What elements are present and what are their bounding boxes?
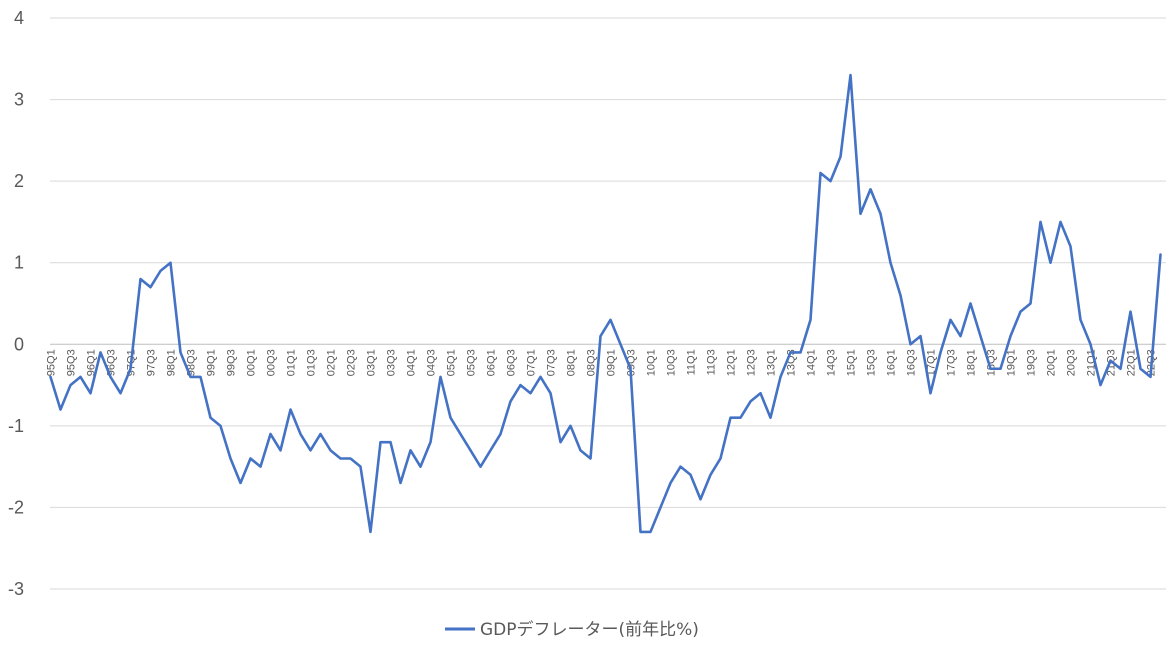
- legend: GDPデフレーター(前年比%): [445, 619, 699, 640]
- x-tick-label: 95Q1: [46, 349, 58, 376]
- x-tick-label: 16Q3: [906, 349, 918, 376]
- x-tick-label: 99Q1: [206, 349, 218, 376]
- series-layer: [49, 73, 1162, 534]
- x-tick-label: 15Q3: [866, 349, 878, 376]
- x-tick-label: 19Q3: [1026, 349, 1038, 376]
- x-tick-label: 02Q3: [346, 349, 358, 376]
- x-tick-label: 22Q1: [1126, 349, 1138, 376]
- x-tick-label: 04Q1: [406, 349, 418, 376]
- x-tick-label: 07Q3: [546, 349, 558, 376]
- y-tick-label: 4: [14, 8, 24, 28]
- y-axis-tick-labels: 4 3 2 1 0 -1 -2 -3: [8, 8, 24, 599]
- x-tick-label: 14Q1: [806, 349, 818, 376]
- x-tick-label: 20Q3: [1066, 349, 1078, 376]
- gridlines: [50, 17, 1166, 590]
- x-tick-label: 03Q1: [366, 349, 378, 376]
- x-tick-label: 19Q1: [1006, 349, 1018, 376]
- x-tick-label: 09Q3: [626, 349, 638, 376]
- x-tick-label: 10Q1: [646, 349, 658, 376]
- series-line-gdp-deflator: [49, 73, 1162, 534]
- x-tick-label: 16Q1: [886, 349, 898, 376]
- x-tick-label: 04Q3: [426, 349, 438, 376]
- x-tick-label: 99Q3: [226, 349, 238, 376]
- y-tick-label: 0: [14, 334, 24, 354]
- legend-label: GDPデフレーター(前年比%): [480, 619, 699, 640]
- x-tick-label: 05Q3: [466, 349, 478, 376]
- x-tick-label: 01Q1: [286, 349, 298, 376]
- x-tick-label: 20Q1: [1046, 349, 1058, 376]
- y-tick-label: -3: [8, 579, 24, 599]
- y-tick-label: 1: [14, 253, 24, 273]
- x-tick-label: 10Q3: [666, 349, 678, 376]
- x-tick-label: 08Q1: [566, 349, 578, 376]
- x-tick-label: 97Q3: [146, 349, 158, 376]
- x-tick-label: 13Q1: [766, 349, 778, 376]
- x-tick-label: 12Q1: [726, 349, 738, 376]
- x-tick-label: 07Q1: [526, 349, 538, 376]
- y-tick-label: 3: [14, 90, 24, 110]
- x-tick-label: 08Q3: [586, 349, 598, 376]
- x-tick-label: 03Q3: [386, 349, 398, 376]
- x-tick-label: 98Q1: [166, 349, 178, 376]
- x-tick-label: 14Q3: [826, 349, 838, 376]
- x-tick-label: 11Q3: [706, 349, 718, 375]
- y-tick-label: -2: [8, 497, 24, 517]
- x-tick-label: 11Q1: [686, 349, 698, 375]
- x-tick-label: 17Q1: [926, 349, 938, 376]
- y-tick-label: -1: [8, 416, 24, 436]
- x-tick-label: 96Q1: [86, 349, 98, 376]
- x-tick-label: 06Q3: [506, 349, 518, 376]
- x-tick-label: 01Q3: [306, 349, 318, 376]
- x-tick-label: 05Q1: [446, 349, 458, 376]
- x-tick-label: 18Q1: [966, 349, 978, 376]
- x-tick-label: 00Q3: [266, 349, 278, 376]
- x-tick-label: 95Q3: [66, 349, 78, 376]
- x-tick-label: 09Q1: [606, 349, 618, 376]
- x-tick-label: 15Q1: [846, 349, 858, 376]
- x-tick-label: 00Q1: [246, 349, 258, 376]
- y-tick-label: 2: [14, 171, 24, 191]
- x-axis-tick-labels: 95Q1 95Q3 96Q1 96Q3 97Q1 97Q3 98Q1 98Q3 99Q1 99Q3…: [46, 349, 1158, 376]
- x-tick-label: 02Q1: [326, 349, 338, 376]
- x-tick-label: 17Q3: [946, 349, 958, 376]
- x-tick-label: 12Q3: [746, 349, 758, 376]
- x-tick-label: 06Q1: [486, 349, 498, 376]
